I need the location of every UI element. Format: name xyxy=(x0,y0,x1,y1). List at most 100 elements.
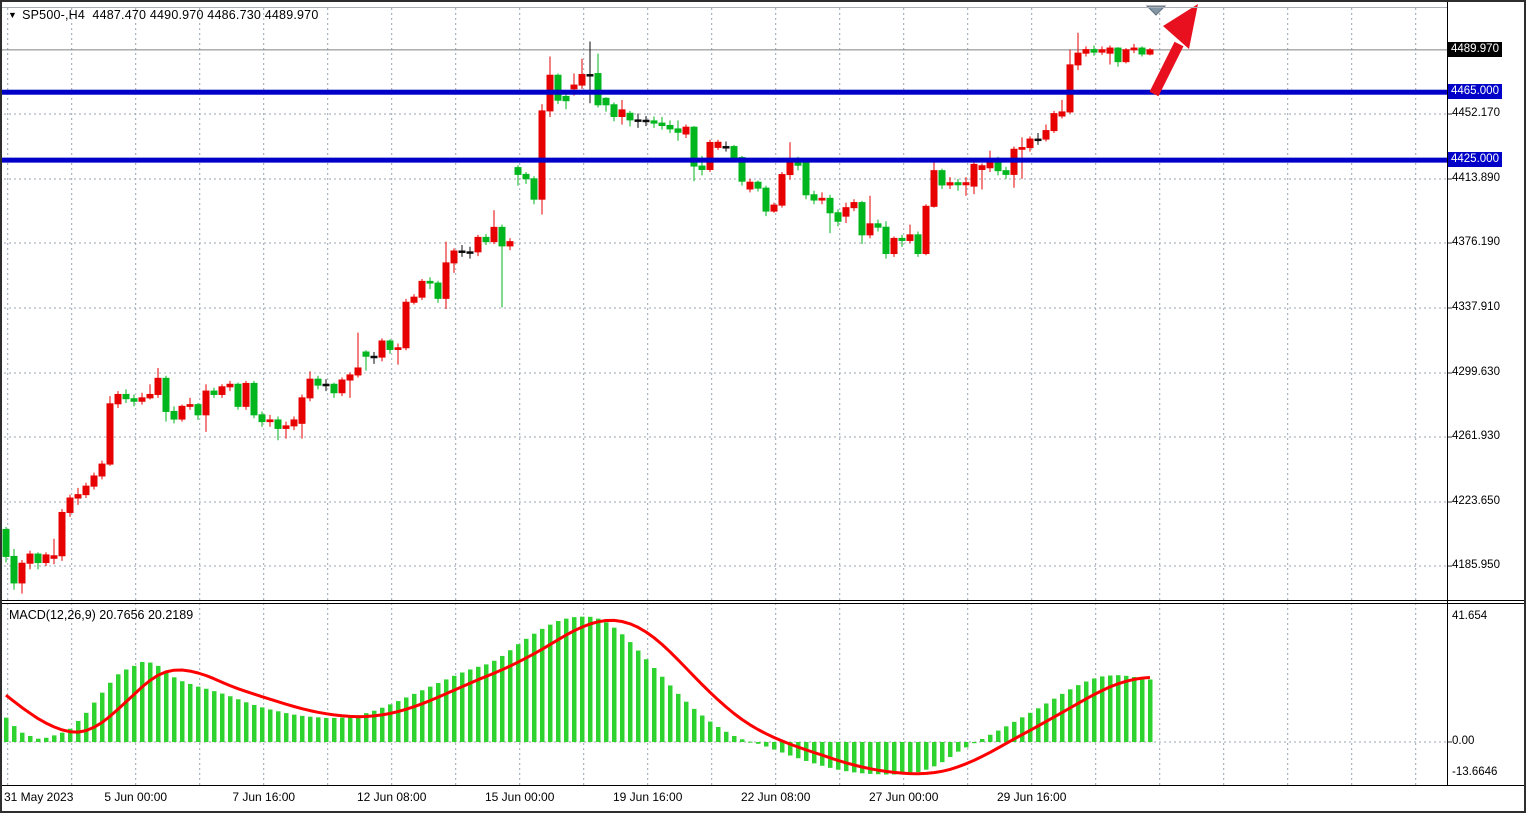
macd-histogram-bar xyxy=(708,721,713,742)
candle-body xyxy=(698,165,706,170)
level-price-badge[interactable]: 4425.000 xyxy=(1448,152,1502,168)
candle-body xyxy=(266,419,274,423)
macd-histogram-bar xyxy=(228,696,233,742)
macd-histogram-bar xyxy=(260,707,265,742)
candle-body xyxy=(26,553,34,564)
candle-body xyxy=(298,397,306,424)
macd-histogram-bar xyxy=(588,616,593,742)
candle-body xyxy=(906,234,914,241)
candle-body xyxy=(314,378,322,386)
candle-body xyxy=(658,122,666,126)
macd-histogram-bar xyxy=(148,662,153,742)
macd-histogram-bar xyxy=(972,742,977,744)
macd-histogram-bar xyxy=(436,683,441,742)
macd-histogram-bar xyxy=(1052,698,1057,742)
candle-body xyxy=(346,374,354,381)
price-axis[interactable]: 4452.170 4413.890 4376.190 4337.910 4299.630… xyxy=(1448,2,1524,785)
candle-body xyxy=(602,97,610,106)
candle-body xyxy=(802,162,810,196)
macd-histogram-bar xyxy=(676,693,681,742)
candle-body xyxy=(1066,64,1074,113)
macd-histogram-bar xyxy=(468,669,473,742)
macd-histogram-bar xyxy=(612,627,617,742)
macd-histogram-bar xyxy=(908,742,913,774)
candle-body xyxy=(258,414,266,423)
triangle-down-marker-icon[interactable] xyxy=(1145,5,1167,16)
macd-histogram-bar xyxy=(324,717,329,742)
macd-histogram-bar xyxy=(932,742,937,767)
candle-body xyxy=(426,280,434,284)
macd-histogram-bar xyxy=(1124,675,1129,742)
macd-histogram-bar xyxy=(924,742,929,770)
current-price-badge: 4489.970 xyxy=(1448,41,1502,57)
candle-body xyxy=(730,146,738,159)
candle-body xyxy=(1098,49,1106,53)
ohlc-close: 4489.970 xyxy=(264,8,319,22)
macd-histogram-bar xyxy=(132,665,137,742)
macd-histogram-bar xyxy=(276,711,281,742)
candle-body xyxy=(674,128,682,133)
trend-arrow-shaft[interactable] xyxy=(1149,41,1184,97)
macd-histogram-bar xyxy=(700,715,705,742)
candle-body xyxy=(162,377,170,412)
macd-histogram-bar xyxy=(404,697,409,742)
macd-histogram-bar xyxy=(956,742,961,752)
time-axis-label: 31 May 2023 xyxy=(4,790,74,804)
candle-body xyxy=(282,425,290,429)
macd-histogram-bar xyxy=(1140,678,1145,742)
macd-histogram-bar xyxy=(716,726,721,742)
candle-body xyxy=(138,397,146,402)
macd-histogram-bar xyxy=(332,717,337,742)
candle-body xyxy=(634,119,642,122)
macd-histogram-bar xyxy=(140,661,145,742)
candle-body xyxy=(818,197,826,201)
time-axis-label: 15 Jun 00:00 xyxy=(484,790,555,804)
candle-body xyxy=(666,124,674,130)
candle-body xyxy=(1018,147,1026,150)
macd-histogram-bar xyxy=(244,702,249,742)
macd-histogram-bar xyxy=(500,655,505,742)
candle-body xyxy=(330,383,338,394)
time-axis-label: 5 Jun 00:00 xyxy=(104,790,168,804)
time-axis-label: 22 Jun 08:00 xyxy=(740,790,811,804)
macd-histogram-bar xyxy=(860,742,865,774)
macd-histogram-bar xyxy=(556,621,561,742)
macd-histogram-bar xyxy=(572,617,577,742)
candle-body xyxy=(130,398,138,402)
macd-histogram-bar xyxy=(84,712,89,742)
trend-arrow-head-icon[interactable] xyxy=(1163,4,1198,49)
candle-body xyxy=(578,74,586,86)
candle-body xyxy=(586,74,594,77)
candle-body xyxy=(418,280,426,298)
macd-histogram-bar xyxy=(252,704,257,742)
symbol-expand-icon[interactable]: ▼ xyxy=(8,10,18,20)
candle-body xyxy=(194,404,202,416)
macd-histogram-bar xyxy=(1068,689,1073,742)
support-resistance-line[interactable] xyxy=(2,89,1447,95)
macd-histogram-bar xyxy=(492,660,497,742)
candle-body xyxy=(458,250,466,253)
candle-body xyxy=(482,236,490,243)
candle-body xyxy=(762,187,770,212)
macd-histogram-bar xyxy=(300,715,305,742)
macd-histogram-bar xyxy=(28,735,33,742)
candle-body xyxy=(882,226,890,255)
candle-body xyxy=(954,182,962,186)
macd-histogram-bar xyxy=(1100,676,1105,742)
macd-histogram-bar xyxy=(508,650,513,742)
candle-body xyxy=(378,340,386,358)
macd-signal-line xyxy=(5,618,1151,776)
macd-histogram-bar xyxy=(532,633,537,742)
candle-body xyxy=(242,382,250,407)
pane-divider-line[interactable] xyxy=(2,600,1524,601)
macd-histogram-bar xyxy=(68,728,73,742)
candle-body xyxy=(626,112,634,121)
support-resistance-line[interactable] xyxy=(2,157,1447,163)
candle-body xyxy=(442,262,450,299)
time-axis[interactable]: 31 May 2023 5 Jun 00:00 7 Jun 16:00 12 Jun … xyxy=(2,786,1524,811)
candle-body xyxy=(234,383,242,407)
macd-histogram-bar xyxy=(1092,678,1097,742)
level-price-badge[interactable]: 4465.000 xyxy=(1448,84,1502,100)
macd-histogram-bar xyxy=(412,693,417,742)
